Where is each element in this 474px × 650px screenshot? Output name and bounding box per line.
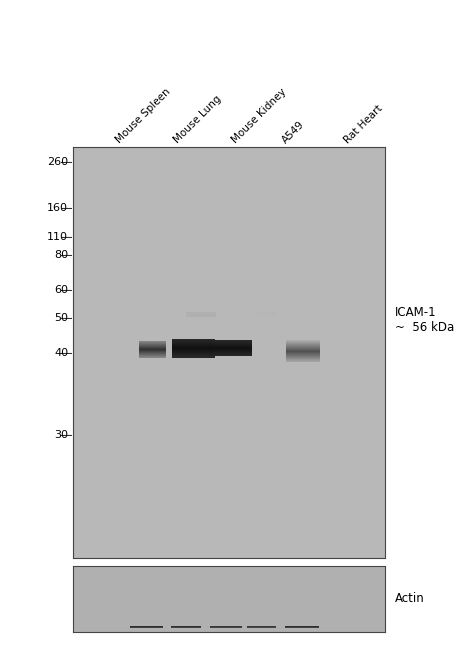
Text: ICAM-1
~  56 kDa: ICAM-1 ~ 56 kDa: [395, 306, 454, 334]
Text: 50: 50: [54, 313, 68, 323]
Text: Mouse Kidney: Mouse Kidney: [230, 86, 288, 145]
Text: Rat Heart: Rat Heart: [342, 103, 384, 145]
Bar: [257, 313, 277, 317]
Text: 110: 110: [47, 232, 68, 242]
Text: Mouse Spleen: Mouse Spleen: [114, 86, 173, 145]
Text: 60: 60: [54, 285, 68, 295]
Bar: [186, 312, 217, 317]
Text: 40: 40: [54, 348, 68, 358]
Text: Mouse Lung: Mouse Lung: [172, 94, 223, 145]
Text: Actin: Actin: [395, 593, 425, 606]
Text: 30: 30: [54, 430, 68, 440]
Text: A549: A549: [280, 119, 306, 145]
Text: 160: 160: [47, 203, 68, 213]
Text: 80: 80: [54, 250, 68, 260]
Text: 260: 260: [47, 157, 68, 167]
